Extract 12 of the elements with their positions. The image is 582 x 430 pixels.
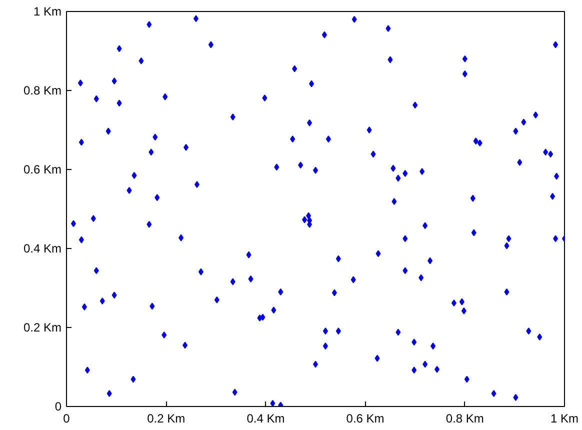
y-tick-label: 0 (54, 400, 62, 414)
x-tick-label: 0.4 Km (246, 412, 285, 426)
y-tick-label: 0.6 Km (23, 162, 62, 176)
x-tick-label: 1 Km (550, 412, 579, 426)
x-tick-label: 0.2 Km (147, 412, 186, 426)
y-tick-label: 1 Km (33, 4, 62, 18)
x-tick-label: 0 (63, 412, 70, 426)
y-tick-label: 0.2 Km (23, 320, 62, 334)
x-tick-label: 0.8 Km (446, 412, 484, 426)
y-tick-label: 0.4 Km (23, 242, 62, 256)
y-tick-label: 0.8 Km (23, 84, 62, 98)
x-tick-label: 0.6 Km (346, 412, 384, 426)
